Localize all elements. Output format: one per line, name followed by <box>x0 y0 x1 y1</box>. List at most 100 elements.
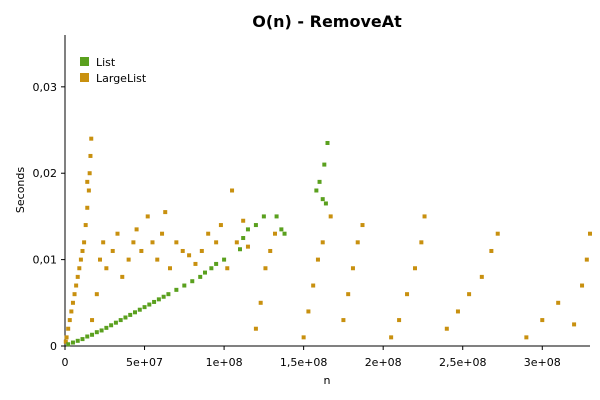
point-largelist <box>85 205 90 210</box>
point-largelist <box>495 231 500 236</box>
point-largelist <box>104 266 109 271</box>
point-largelist <box>187 253 192 258</box>
point-largelist <box>98 257 102 262</box>
legend-swatch <box>80 73 89 82</box>
point-largelist <box>572 322 577 327</box>
point-largelist <box>88 153 93 158</box>
point-largelist <box>455 309 460 314</box>
point-largelist <box>180 248 185 253</box>
point-list <box>245 227 250 232</box>
point-largelist <box>444 326 449 331</box>
point-list <box>85 334 90 339</box>
y-tick-label: 0,03 <box>33 81 58 94</box>
y-axis-label: Seconds <box>14 167 27 213</box>
point-largelist <box>258 300 263 305</box>
point-largelist <box>346 292 351 297</box>
point-list <box>104 325 109 330</box>
point-largelist <box>131 240 136 245</box>
point-largelist <box>230 188 235 193</box>
point-largelist <box>89 136 94 141</box>
point-list <box>75 338 80 343</box>
point-list <box>238 247 242 252</box>
point-list <box>142 305 147 310</box>
point-largelist <box>413 266 417 271</box>
point-largelist <box>67 318 72 323</box>
point-list <box>156 297 161 302</box>
x-axis-ticks: 0 5e+07 1e+08 1,5e+08 2e+08 2,5e+08 3e+08 <box>62 346 561 369</box>
point-list <box>253 223 258 228</box>
point-largelist <box>155 257 160 262</box>
point-list <box>66 342 71 347</box>
point-largelist <box>206 231 211 236</box>
y-tick-label: 0,02 <box>33 167 58 180</box>
point-largelist <box>150 240 155 245</box>
point-largelist <box>120 274 125 279</box>
point-largelist <box>70 300 75 305</box>
point-largelist <box>540 318 545 323</box>
chart-title: O(n) - RemoveAt <box>252 12 402 31</box>
legend-label: List <box>96 56 116 69</box>
point-list <box>123 315 128 320</box>
point-list <box>190 279 195 284</box>
point-list <box>94 330 99 335</box>
point-largelist <box>126 257 131 262</box>
point-largelist <box>193 261 198 266</box>
point-largelist <box>341 318 346 323</box>
point-largelist <box>584 257 589 262</box>
point-list <box>214 261 219 266</box>
point-list <box>99 328 104 333</box>
point-largelist <box>214 240 219 245</box>
point-list <box>118 318 123 323</box>
point-largelist <box>225 266 230 271</box>
point-list <box>279 227 284 232</box>
point-list <box>166 292 171 297</box>
point-largelist <box>580 283 585 288</box>
point-largelist <box>263 266 268 271</box>
point-list <box>261 214 266 219</box>
point-list <box>90 332 95 337</box>
point-largelist <box>311 283 316 288</box>
x-tick-label: 0 <box>62 356 69 369</box>
point-largelist <box>556 300 561 305</box>
point-largelist <box>328 214 333 219</box>
point-largelist <box>86 188 91 193</box>
point-largelist <box>350 266 355 271</box>
point-largelist <box>66 326 71 331</box>
point-list <box>322 162 327 167</box>
point-list <box>241 236 246 241</box>
point-largelist <box>419 240 424 245</box>
x-tick-label: 2,5e+08 <box>439 356 486 369</box>
x-tick-label: 5e+07 <box>126 356 163 369</box>
point-largelist <box>320 240 325 245</box>
point-largelist <box>82 240 87 245</box>
point-list <box>314 188 319 193</box>
x-tick-label: 3e+08 <box>524 356 561 369</box>
y-tick-label: 0,01 <box>33 254 58 267</box>
point-largelist <box>218 223 223 228</box>
point-largelist <box>87 171 92 176</box>
point-list <box>209 266 214 271</box>
legend-swatch <box>80 57 89 66</box>
point-largelist <box>301 335 306 340</box>
point-largelist <box>64 335 69 340</box>
point-list <box>109 323 114 328</box>
point-largelist <box>397 318 402 323</box>
point-largelist <box>74 283 79 288</box>
point-largelist <box>241 218 246 223</box>
point-largelist <box>355 240 360 245</box>
point-largelist <box>145 214 150 219</box>
point-list <box>133 310 137 315</box>
point-largelist <box>268 248 273 253</box>
point-largelist <box>94 292 99 297</box>
point-list <box>80 337 85 342</box>
point-largelist <box>245 244 250 249</box>
point-list <box>174 287 179 292</box>
x-axis-label: n <box>324 374 331 387</box>
point-largelist <box>315 257 320 262</box>
point-largelist <box>77 266 82 271</box>
x-tick-label: 1e+08 <box>206 356 243 369</box>
point-list <box>128 312 133 317</box>
point-list <box>70 340 75 345</box>
point-largelist <box>479 274 484 279</box>
point-largelist <box>90 318 95 323</box>
